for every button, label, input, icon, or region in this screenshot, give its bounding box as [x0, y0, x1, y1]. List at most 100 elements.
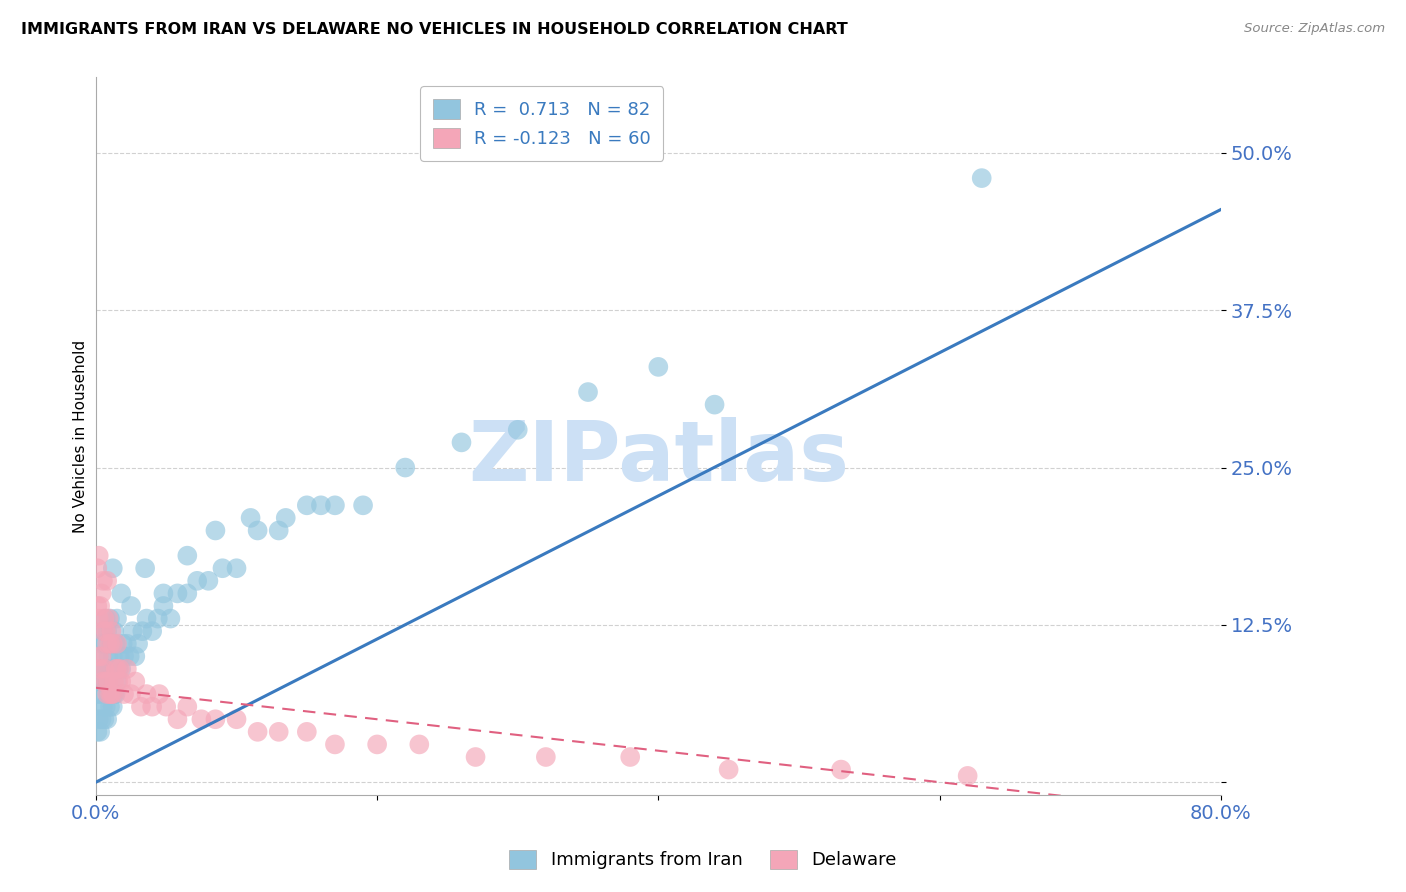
Point — [105, 611, 128, 625]
Text: IMMIGRANTS FROM IRAN VS DELAWARE NO VEHICLES IN HOUSEHOLD CORRELATION CHART: IMMIGRANTS FROM IRAN VS DELAWARE NO VEHI… — [21, 22, 848, 37]
Point — [267, 724, 290, 739]
Point — [115, 637, 138, 651]
Point — [100, 687, 122, 701]
Point — [87, 549, 110, 563]
Point — [105, 662, 128, 676]
Point — [464, 750, 486, 764]
Point — [197, 574, 219, 588]
Point — [97, 687, 120, 701]
Point — [619, 750, 641, 764]
Point — [956, 769, 979, 783]
Y-axis label: No Vehicles in Household: No Vehicles in Household — [73, 340, 87, 533]
Text: Source: ZipAtlas.com: Source: ZipAtlas.com — [1244, 22, 1385, 36]
Point — [323, 738, 346, 752]
Point — [103, 624, 125, 639]
Point — [87, 712, 110, 726]
Point — [176, 586, 198, 600]
Point — [970, 171, 993, 186]
Point — [225, 712, 247, 726]
Point — [100, 687, 122, 701]
Point — [86, 561, 108, 575]
Point — [101, 637, 124, 651]
Point — [267, 524, 290, 538]
Point — [91, 624, 114, 639]
Point — [647, 359, 669, 374]
Point — [89, 724, 111, 739]
Point — [830, 763, 852, 777]
Point — [131, 624, 153, 639]
Point — [110, 674, 132, 689]
Point — [120, 599, 142, 613]
Text: ZIPatlas: ZIPatlas — [468, 417, 849, 498]
Point — [118, 649, 141, 664]
Point — [146, 611, 169, 625]
Point — [309, 498, 332, 512]
Point — [108, 662, 131, 676]
Point — [246, 724, 269, 739]
Point — [352, 498, 374, 512]
Point — [87, 674, 110, 689]
Point — [98, 662, 121, 676]
Point — [90, 674, 112, 689]
Point — [204, 524, 226, 538]
Point — [176, 699, 198, 714]
Point — [176, 549, 198, 563]
Point — [295, 724, 318, 739]
Point — [93, 637, 115, 651]
Point — [98, 699, 121, 714]
Point — [135, 611, 157, 625]
Point — [166, 586, 188, 600]
Point — [506, 423, 529, 437]
Point — [98, 611, 121, 625]
Point — [98, 637, 121, 651]
Point — [100, 624, 122, 639]
Point — [90, 586, 112, 600]
Point — [86, 687, 108, 701]
Point — [717, 763, 740, 777]
Point — [534, 750, 557, 764]
Point — [94, 674, 117, 689]
Point — [91, 574, 114, 588]
Point — [134, 561, 156, 575]
Point — [96, 624, 118, 639]
Point — [97, 611, 120, 625]
Point — [103, 687, 125, 701]
Point — [100, 637, 122, 651]
Point — [323, 498, 346, 512]
Point — [94, 662, 117, 676]
Point — [129, 699, 152, 714]
Point — [152, 586, 174, 600]
Point — [96, 687, 118, 701]
Point — [97, 674, 120, 689]
Point — [91, 674, 114, 689]
Point — [110, 662, 132, 676]
Point — [96, 574, 118, 588]
Point — [211, 561, 233, 575]
Point — [89, 687, 111, 701]
Point — [94, 699, 117, 714]
Point — [93, 662, 115, 676]
Point — [90, 637, 112, 651]
Point — [239, 511, 262, 525]
Point — [110, 586, 132, 600]
Point — [104, 662, 127, 676]
Point — [87, 649, 110, 664]
Point — [141, 624, 163, 639]
Point — [135, 687, 157, 701]
Point — [108, 649, 131, 664]
Point — [105, 637, 128, 651]
Point — [366, 738, 388, 752]
Point — [107, 674, 129, 689]
Point — [111, 637, 134, 651]
Point — [94, 611, 117, 625]
Point — [148, 687, 170, 701]
Point — [246, 524, 269, 538]
Point — [87, 611, 110, 625]
Point — [703, 398, 725, 412]
Point — [166, 712, 188, 726]
Point — [112, 649, 135, 664]
Point — [101, 649, 124, 664]
Point — [152, 599, 174, 613]
Point — [190, 712, 212, 726]
Point — [93, 712, 115, 726]
